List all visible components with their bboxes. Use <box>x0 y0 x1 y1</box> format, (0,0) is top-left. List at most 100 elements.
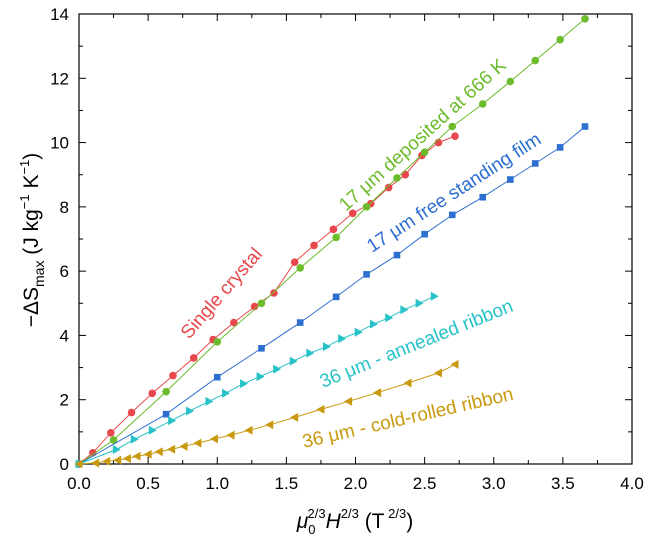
data-point <box>258 344 265 352</box>
data-point <box>415 298 424 308</box>
data-point <box>451 132 459 140</box>
data-point <box>393 174 401 182</box>
data-point <box>581 15 589 23</box>
x-tick-label: 2.5 <box>413 474 437 493</box>
axis-ticks <box>78 13 633 465</box>
data-point <box>213 373 221 381</box>
data-point <box>450 359 459 369</box>
y-tick-label: 4 <box>60 326 69 345</box>
x-tick-label: 0.0 <box>67 474 91 493</box>
data-point <box>74 459 83 469</box>
plot-area <box>78 13 633 465</box>
data-point <box>109 436 118 444</box>
data-point <box>507 176 514 183</box>
data-point <box>581 123 589 130</box>
data-point <box>332 233 340 242</box>
data-point <box>244 425 253 435</box>
series-line <box>78 363 456 465</box>
data-point <box>205 396 214 406</box>
data-point <box>240 379 249 389</box>
x-tick-label: 1.0 <box>205 474 229 493</box>
y-tick-label: 6 <box>60 262 69 281</box>
data-point <box>306 348 315 358</box>
data-point <box>143 449 152 459</box>
y-tick-label: 2 <box>60 391 69 410</box>
data-point <box>316 404 325 414</box>
data-point <box>230 318 238 327</box>
data-point <box>348 209 357 218</box>
data-point <box>91 458 100 468</box>
x-tick-label: 0.5 <box>136 474 160 493</box>
x-tick-label: 4.0 <box>620 474 644 493</box>
x-axis-title: μ02/3H2/3 (T 2/3) <box>296 506 413 537</box>
data-point <box>329 225 338 234</box>
data-point <box>257 299 266 308</box>
series-2 <box>75 123 589 468</box>
data-point <box>250 302 259 311</box>
data-point <box>506 77 515 86</box>
data-point <box>256 372 265 382</box>
data-point <box>122 454 131 464</box>
data-point <box>296 264 305 272</box>
series-1 <box>75 15 589 468</box>
data-point <box>448 122 457 131</box>
data-point <box>179 441 188 451</box>
y-tick-label: 12 <box>50 69 69 88</box>
data-point <box>354 327 363 337</box>
data-point <box>433 368 442 378</box>
x-tick-labels: 0.0 0.5 1.0 1.5 2.0 2.5 3.0 3.5 4.0 <box>67 474 644 493</box>
series-4 <box>74 359 459 469</box>
data-point <box>310 241 318 250</box>
data-point <box>531 56 540 65</box>
data-point <box>421 230 428 238</box>
data-point <box>270 289 278 297</box>
y-tick-label: 0 <box>60 455 69 474</box>
data-point <box>478 100 487 108</box>
data-point <box>385 313 394 323</box>
data-point <box>169 371 177 380</box>
data-point <box>332 293 340 301</box>
data-point <box>162 387 170 396</box>
data-point <box>193 438 202 448</box>
data-point <box>556 144 564 151</box>
data-point <box>213 338 222 346</box>
series-3 <box>75 291 439 469</box>
data-point <box>556 35 564 44</box>
y-axis-title: −ΔSmax (J kg−1 K−1) <box>17 153 47 328</box>
data-point <box>344 396 353 406</box>
data-point <box>363 271 370 278</box>
y-tick-label: 8 <box>60 198 69 217</box>
data-point <box>102 456 111 466</box>
y-tick-label: 10 <box>50 134 69 153</box>
x-tick-label: 1.5 <box>275 474 299 493</box>
data-point <box>127 408 136 417</box>
data-point <box>448 211 456 219</box>
data-point <box>148 425 157 435</box>
series-layer <box>74 15 589 469</box>
data-point <box>168 416 177 426</box>
data-point <box>273 364 282 374</box>
data-point <box>154 447 163 457</box>
plot-border <box>78 13 633 465</box>
data-point <box>290 412 299 422</box>
data-point <box>189 354 198 362</box>
x-tick-label: 3.5 <box>551 474 575 493</box>
y-tick-label: 14 <box>50 5 69 24</box>
data-point <box>132 451 141 461</box>
data-point <box>479 193 486 201</box>
data-point <box>148 389 157 398</box>
data-point <box>186 406 195 416</box>
x-tick-label: 3.0 <box>482 474 506 493</box>
data-point <box>369 319 378 329</box>
data-point <box>401 170 410 179</box>
data-point <box>222 388 231 398</box>
data-point <box>296 319 304 326</box>
data-point <box>420 148 429 157</box>
data-point <box>403 378 412 388</box>
data-point <box>167 444 176 454</box>
data-point <box>362 203 371 211</box>
data-point <box>112 445 121 455</box>
data-point <box>289 356 298 366</box>
data-point <box>130 434 139 444</box>
